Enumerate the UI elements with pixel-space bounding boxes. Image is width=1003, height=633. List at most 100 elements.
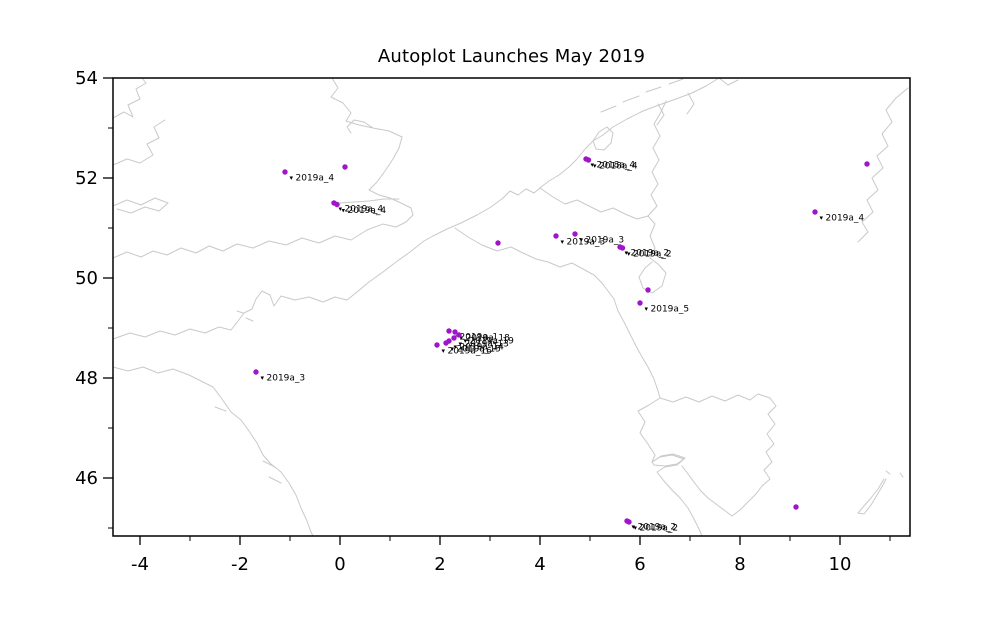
coastline [899,472,904,478]
launch-label-arrow-icon: ▾ [820,214,824,222]
x-tick-label: 2 [434,554,445,575]
coastline [236,310,244,314]
y-tick-label: 52 [75,168,98,189]
coastline [245,317,254,322]
coastline [112,77,720,340]
coastline [112,77,147,119]
launch-label-arrow-icon: ▾ [464,337,468,345]
coastline [592,126,614,151]
x-tick-label: -2 [231,554,249,575]
x-tick-label: 0 [334,554,345,575]
launch-label: 2019a_3 [567,238,606,248]
coastline [112,119,166,166]
x-tick-label: 8 [734,554,745,575]
launch-point[interactable] [864,161,870,167]
launch-label: 2019a_4 [345,205,384,215]
launch-point[interactable] [451,335,457,341]
coastline [668,78,684,85]
y-tick-label: 50 [75,268,98,289]
launch-point[interactable] [553,233,559,239]
launch-label-arrow-icon: ▾ [625,249,629,257]
launch-label: 2019a_4 [348,206,387,216]
launch-label-arrow-icon: ▾ [342,207,346,215]
launch-label-arrow-icon: ▾ [442,347,446,355]
launch-point[interactable] [637,300,643,306]
launch-point[interactable] [495,240,501,246]
launch-label-arrow-icon: ▾ [460,334,464,342]
coastline [622,95,640,103]
launch-point[interactable] [812,209,818,215]
launch-label-arrow-icon: ▾ [459,340,463,348]
y-tick-label: 54 [75,68,98,89]
launch-label-arrow-icon: ▾ [634,524,638,532]
launch-point[interactable] [585,157,592,163]
coastline [718,77,739,86]
launch-point[interactable] [282,169,288,175]
launch-label: 2019a_3 [586,236,625,246]
launch-label: 2019a_19 [470,337,515,347]
launch-label: 2019a_15 [457,345,501,355]
launch-label-arrow-icon: ▾ [593,162,597,170]
x-tick-label: 10 [829,554,852,575]
plot-title: Autoplot Launches May 2019 [377,46,646,67]
launch-point[interactable] [253,369,259,375]
coastline [454,227,661,399]
x-tick-label: 6 [634,554,645,575]
launch-point[interactable] [446,328,452,334]
launch-label-arrow-icon: ▾ [290,174,294,182]
launch-point[interactable] [434,342,440,348]
coastline [651,453,686,467]
launch-label: 2019a_2 [633,250,672,260]
launch-point[interactable] [456,332,462,338]
launch-label: 2019a_2 [631,249,670,259]
launch-label-arrow-icon: ▾ [454,343,458,351]
launch-label: 2019a_4 [296,174,335,184]
launch-label: 2019a_1 [460,333,499,343]
coastline [857,87,909,243]
coastline [262,460,276,468]
launch-label: 2019a_18 [466,334,511,344]
launch-point[interactable] [619,245,626,251]
launch-point[interactable] [342,164,348,170]
plot-border [112,77,911,537]
coastline [112,366,314,537]
coastline [645,86,662,93]
launch-label: 2019a_13 [465,340,509,350]
launch-label-arrow-icon: ▾ [451,345,455,353]
launch-label-arrow-icon: ▾ [645,305,649,313]
coastline [600,105,617,113]
launch-label-arrow-icon: ▾ [580,236,584,244]
launch-label: 2019a_4 [826,214,865,224]
coastline [885,470,891,475]
launch-point[interactable] [645,287,651,293]
y-tick-label: 48 [75,368,98,389]
coastline [330,198,400,204]
launch-label-arrow-icon: ▾ [591,161,595,169]
x-tick-label: -4 [131,554,149,575]
launch-point[interactable] [572,231,578,237]
launch-label: 2019a_2 [638,523,677,533]
launch-point[interactable] [443,340,449,346]
launch-point[interactable] [452,329,458,335]
launch-label-arrow-icon: ▾ [561,238,565,246]
coastline [686,92,695,115]
coastline [346,119,374,134]
launch-label: 2018a_4 [599,162,638,172]
launch-point[interactable] [626,519,632,525]
launch-label-arrow-icon: ▾ [261,374,265,382]
y-tick-label: 46 [75,468,98,489]
launch-label-arrow-icon: ▾ [627,250,631,258]
launch-point[interactable] [793,504,799,510]
coastline [112,197,169,214]
coastline [112,77,414,259]
launch-label-arrow-icon: ▾ [632,523,636,531]
coastline [647,100,667,217]
coastline [656,103,665,126]
coastline [214,406,227,412]
launch-label: 2019a_16 [448,347,493,357]
launch-label-arrow-icon: ▾ [339,205,343,213]
launch-label: 2019a_2 [640,524,679,534]
launch-point[interactable] [334,201,340,208]
